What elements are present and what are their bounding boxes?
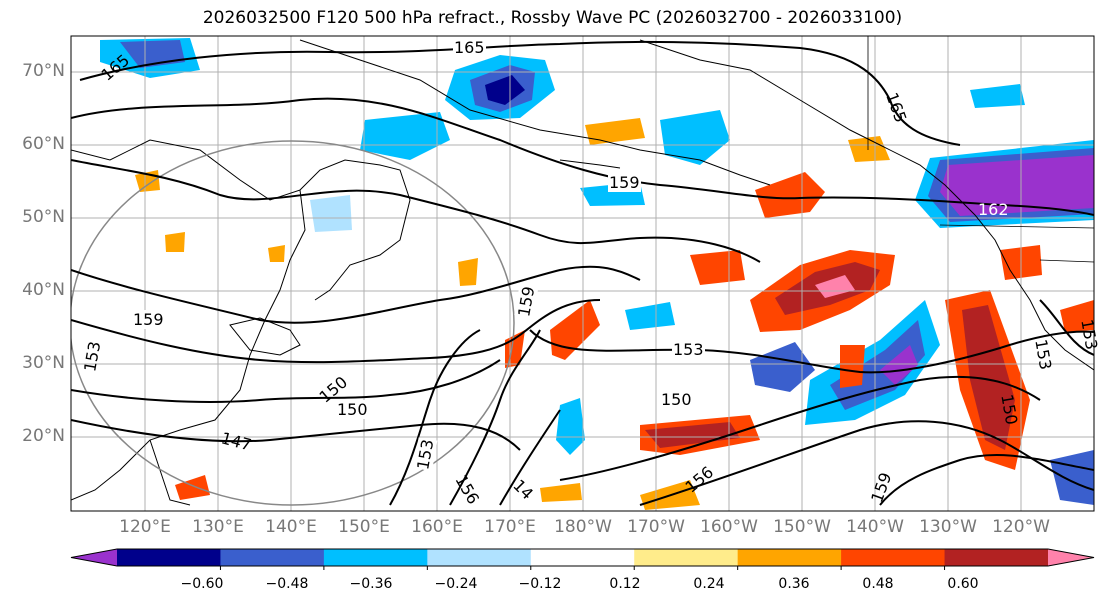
colorbar-segment (323, 549, 428, 566)
colorbar-label: −0.60 (180, 576, 224, 592)
lon-tick: 120°E (119, 517, 171, 537)
colorbar-label: −0.12 (518, 576, 562, 592)
colorbar-segment (117, 549, 221, 566)
shading-negative-fields (100, 38, 1094, 505)
lon-tick: 130°W (919, 517, 977, 537)
colorbar-outline (70, 548, 1095, 567)
contour-label: 153 (672, 340, 705, 359)
contour-label: 162 (978, 200, 1009, 219)
country-borders (867, 36, 1094, 263)
colorbar-segment (944, 549, 1049, 566)
lon-tick: 150°W (773, 517, 831, 537)
colorbar-segment (737, 549, 842, 566)
colorbar-extension-max (1048, 549, 1094, 566)
colorbar-label: 0.24 (693, 576, 725, 592)
colorbar-segment (427, 549, 532, 566)
colorbar-segment (220, 549, 325, 566)
colorbar-label: −0.24 (434, 576, 478, 592)
lat-tick: 30°N (22, 353, 65, 373)
colorbar-label: 0.36 (778, 576, 810, 592)
map-frame (70, 35, 1095, 512)
colorbar-label: 0.60 (947, 576, 979, 592)
map-title: 2026032500 F120 500 hPa refract., Rossby… (202, 8, 903, 28)
contour-label: 159 (132, 310, 165, 329)
lon-tick: 160°W (700, 517, 758, 537)
colorbar-segment (634, 549, 739, 566)
lon-tick: 120°W (992, 517, 1050, 537)
lon-tick: 160°E (411, 517, 463, 537)
contour-label: 165 (453, 38, 486, 57)
lon-tick: 150°E (338, 517, 390, 537)
colorbar-label: −0.48 (265, 576, 309, 592)
colorbar-segment (841, 549, 946, 566)
shading-positive-fields (135, 118, 1094, 510)
contour-label: 159 (608, 173, 641, 192)
lat-tick: 20°N (22, 426, 65, 446)
colorbar-segment (530, 549, 635, 566)
graticule (71, 36, 1094, 511)
lat-tick: 60°N (22, 134, 65, 154)
colorbar-label: 0.12 (609, 576, 641, 592)
lon-tick: 140°E (265, 517, 317, 537)
lon-tick: 130°E (192, 517, 244, 537)
contour-label: 150 (336, 400, 369, 419)
colorbar (70, 548, 1095, 570)
lat-tick: 40°N (22, 280, 65, 300)
coastlines (71, 39, 1094, 506)
reference-circle (71, 140, 515, 506)
height-contours (71, 40, 1094, 506)
lat-tick: 50°N (22, 207, 65, 227)
colorbar-label: −0.36 (349, 576, 393, 592)
lon-tick: 170°E (484, 517, 536, 537)
contour-label: 150 (660, 390, 693, 409)
colorbar-label: 0.48 (862, 576, 894, 592)
colorbar-extension-min (71, 549, 117, 566)
lon-tick: 170°W (627, 517, 685, 537)
lon-tick: 180°W (554, 517, 612, 537)
lon-tick: 140°W (846, 517, 904, 537)
lat-tick: 70°N (22, 61, 65, 81)
